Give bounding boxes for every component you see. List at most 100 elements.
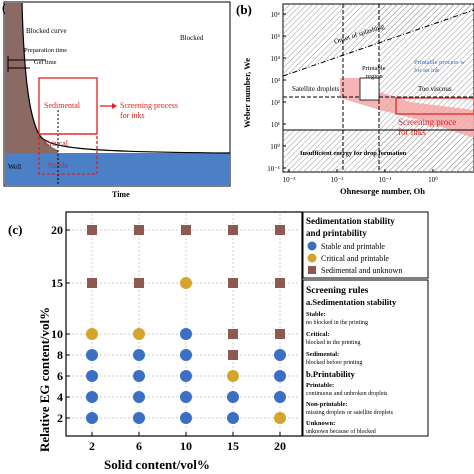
- rules-title: Screening rules: [306, 286, 369, 296]
- panel-c-letter: (c): [8, 222, 22, 237]
- prep-time-label: Preparation time: [24, 47, 67, 54]
- legend-label-sedimental: Sedimental and unknown: [321, 266, 402, 275]
- legend-box: [302, 211, 429, 279]
- rules-b-title: b.Printability: [306, 369, 356, 379]
- point-critical: [86, 328, 98, 340]
- b-y-tick-label: 10³: [271, 77, 280, 85]
- panel-a-xlabel: Time: [112, 190, 130, 199]
- rules-critical-h: Critical:: [306, 331, 329, 338]
- c-y-tick-label: 4: [57, 390, 63, 404]
- legend-title-2: and printability: [306, 228, 367, 238]
- point-stable: [180, 412, 192, 424]
- point-sedimental: [275, 329, 285, 339]
- point-stable: [274, 349, 286, 361]
- panel-b-xlabel: Ohnesorge number, Oh: [340, 186, 425, 196]
- critical-label: Critical: [44, 139, 69, 148]
- panel-b: (b) Onset of splashing Printable region …: [236, 2, 474, 196]
- legend-title-1: Sedimentation stability: [306, 216, 395, 226]
- point-sedimental: [87, 278, 97, 288]
- screening-label-b2: for inks: [398, 127, 426, 137]
- c-x-tick-label: 6: [136, 439, 142, 453]
- printable-region-label-1: Printable: [362, 65, 386, 72]
- panel-b-x-ticks: 10⁻³10⁻²10⁻¹10⁰10¹: [283, 169, 438, 184]
- c-x-tick-label: 20: [274, 439, 286, 453]
- printable-process-label-2: for an ink: [414, 67, 440, 74]
- c-x-tick-label: 2: [89, 439, 95, 453]
- b-x-tick-label: 10⁻²: [331, 176, 344, 184]
- point-stable: [86, 391, 98, 403]
- rules-critical-t: blocked in the printing: [306, 340, 361, 346]
- printable-process-label-1: Printable process w: [414, 59, 465, 66]
- legend-marker-critical: [307, 253, 317, 263]
- stable-band: [5, 153, 230, 185]
- point-sedimental: [181, 225, 191, 235]
- sedimental-label: Sedimental: [44, 101, 81, 110]
- b-x-tick-label: 10⁻³: [283, 176, 296, 184]
- point-critical: [180, 277, 192, 289]
- point-critical: [133, 328, 145, 340]
- c-y-tick-label: 8: [57, 348, 63, 362]
- rules-a-title: a.Sedimentation stability: [306, 297, 397, 307]
- rules-box: [302, 279, 429, 437]
- point-stable: [227, 391, 239, 403]
- b-y-tick-label: 10⁻¹: [267, 165, 280, 173]
- rules-text: Screening rules a.Sedimentation stabilit…: [306, 286, 397, 435]
- point-stable: [180, 370, 192, 382]
- rules-printable-h: Printable:: [306, 382, 334, 389]
- point-sedimental: [134, 225, 144, 235]
- point-stable: [133, 349, 145, 361]
- stable-label: Stable: [48, 161, 68, 170]
- b-y-tick-label: 10⁴: [271, 55, 281, 63]
- c-x-tick-label: 15: [227, 439, 239, 453]
- panel-c-y-ticks: 2 4 6 8 10 15 20: [51, 223, 70, 425]
- point-sedimental: [228, 350, 238, 360]
- c-x-tick-label: 10: [180, 439, 192, 453]
- point-stable: [180, 391, 192, 403]
- rules-unknown-h: Unknown:: [306, 420, 335, 427]
- panel-a-frame: [3, 1, 231, 187]
- for-inks-label: for inks: [120, 111, 145, 120]
- point-stable: [274, 370, 286, 382]
- rules-unknown-t: unknown because of blocked: [306, 428, 376, 435]
- panel-b-ylabel: Weber number, We: [242, 58, 252, 128]
- point-sedimental: [228, 329, 238, 339]
- point-sedimental: [228, 225, 238, 235]
- point-stable: [86, 349, 98, 361]
- b-y-tick-label: 10⁰: [270, 143, 280, 151]
- panel-c-points: [86, 225, 286, 424]
- insufficient-label: Insufficient energy for drop formation: [300, 150, 407, 157]
- point-stable: [133, 370, 145, 382]
- point-sedimental: [275, 278, 285, 288]
- c-y-tick-label: 15: [51, 276, 63, 290]
- printable-region: [359, 77, 380, 101]
- point-critical: [274, 412, 286, 424]
- panel-b-y-ticks: 10⁶ 10⁵ 10⁴ 10³ 10² 10¹ 10⁰ 10⁻¹: [267, 11, 286, 173]
- point-stable: [227, 412, 239, 424]
- satellite-label: Satellite droplets: [292, 85, 340, 93]
- point-stable: [133, 412, 145, 424]
- point-sedimental: [275, 225, 285, 235]
- point-stable: [274, 391, 286, 403]
- panel-c-ylabel: Relative EG content/vol%: [37, 307, 52, 452]
- rules-stable-t: no blocked in the printing: [306, 320, 368, 326]
- panel-c-x-ticks: 2 6 10 15 20: [89, 432, 286, 453]
- legend-marker-stable: [307, 241, 317, 251]
- point-sedimental: [87, 225, 97, 235]
- sedimental-box: [38, 77, 98, 135]
- c-y-tick-label: 20: [51, 223, 63, 237]
- rules-sedimental-t: blocked before printing: [306, 359, 362, 366]
- rules-nonprintable-t: missing droplets or satellite droplets: [306, 410, 394, 416]
- b-y-tick-label: 10⁵: [271, 33, 281, 41]
- b-y-tick-label: 10⁶: [271, 11, 281, 19]
- too-viscous-label: Too viscous: [418, 85, 452, 93]
- rules-stable-h: Stable:: [306, 311, 326, 318]
- point-sedimental: [134, 278, 144, 288]
- legend-label-critical: Critical and printable: [321, 254, 389, 263]
- c-y-tick-label: 2: [57, 411, 63, 425]
- b-x-tick-label: 10⁰: [428, 176, 438, 184]
- point-critical: [227, 370, 239, 382]
- rules-sedimental-h: Sedimental:: [306, 351, 339, 358]
- printable-region-label-2: region: [366, 73, 383, 80]
- rules-printable-t: continuous and unbroken droplets: [306, 391, 388, 397]
- point-stable: [86, 370, 98, 382]
